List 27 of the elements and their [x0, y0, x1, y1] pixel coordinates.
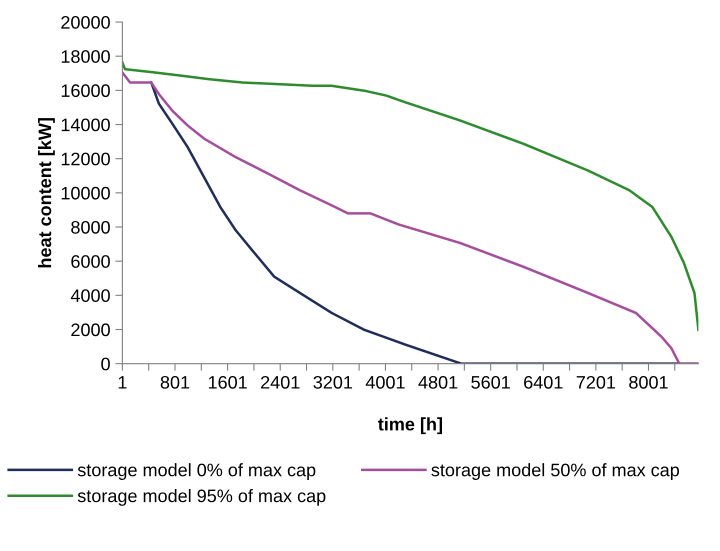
x-axis-title: time [h]: [378, 417, 442, 434]
y-axis-title: heat content [kW]: [38, 118, 55, 268]
y-tick-label: 16000: [62, 84, 110, 98]
y-tick-label: 18000: [62, 50, 110, 63]
y-tick-label: 0: [101, 358, 110, 370]
x-tick-label: 7201: [576, 376, 616, 389]
y-tick-label: 2000: [71, 323, 110, 336]
x-tick-label: 8001: [629, 376, 668, 389]
y-tick-label: 6000: [71, 255, 110, 268]
y-tick-label: 10000: [62, 186, 110, 200]
y-tick-label: 12000: [62, 152, 110, 166]
legend-label: storage model 0% of max cap: [78, 463, 316, 480]
x-tick-label: 5601: [471, 376, 510, 389]
x-tick-label: 801: [160, 376, 190, 389]
y-tick-label: 8000: [71, 220, 110, 234]
x-tick-label: 4001: [366, 376, 405, 389]
x-tick-label: 3201: [313, 376, 352, 389]
legend-label: storage model 50% of max cap: [431, 463, 680, 480]
y-tick-label: 4000: [70, 289, 110, 302]
x-tick-label: 2401: [261, 376, 300, 389]
x-tick-label: 1601: [208, 376, 247, 389]
y-tick-label: 14000: [62, 118, 110, 132]
legend-label: storage model 95% of max cap: [78, 488, 326, 506]
y-tick-label: 20000: [61, 16, 110, 29]
x-tick-label: 6401: [524, 376, 562, 389]
x-tick-label: 1: [118, 376, 127, 389]
x-tick-label: 4801: [418, 376, 458, 389]
